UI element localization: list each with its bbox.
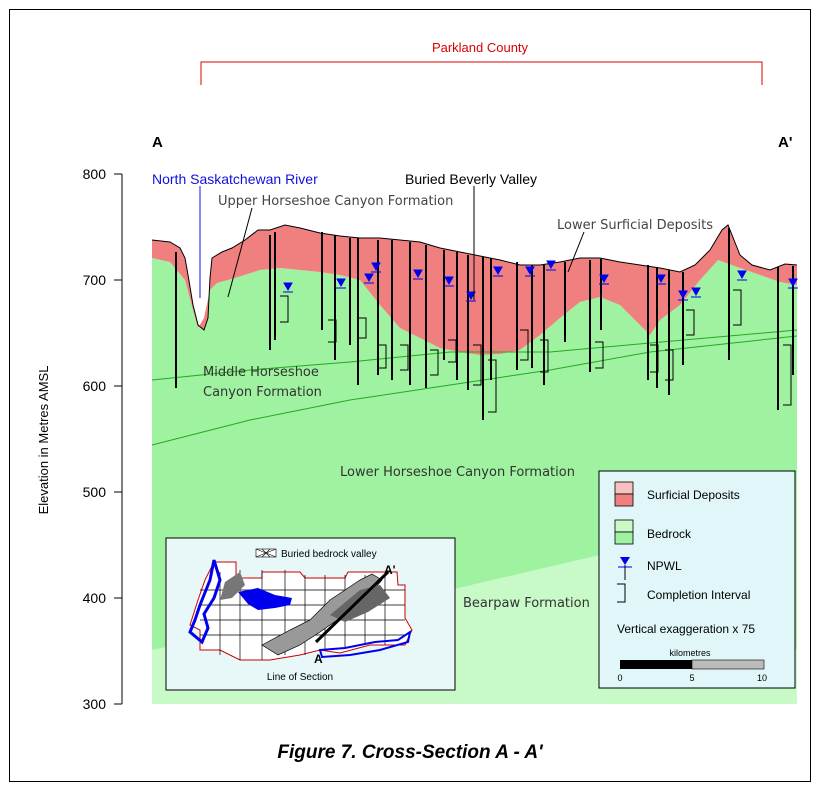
inset-county-outline [189,561,413,661]
ground-surface-line [151,224,798,331]
y-tick-label: 400 [83,590,107,606]
inset-lake [238,588,292,610]
scale-tick-label: 5 [689,673,694,683]
inset-section-line [314,570,390,644]
lower-hsc-label: Lower Horseshoe Canyon Formation [340,465,575,480]
y-ticks [114,173,122,705]
inset-caption: Line of Section [267,672,333,683]
legend-swatch-bedrock-light [614,519,634,533]
legend-bedrock-label: Bedrock [647,527,692,541]
y-tick-label: 500 [83,484,107,500]
middle-lower-contact [151,335,798,446]
scale-tick-label: 10 [757,673,767,683]
upper-hsc-label: Upper Horseshoe Canyon Formation [218,194,453,209]
legend: Surficial Deposits Bedrock NPWL Completi… [598,470,796,689]
inset-map: Buried bedrock valley A A' Line of Secti… [165,537,456,691]
inset-a-label: A [314,652,323,666]
scale-tick-label: 0 [617,673,622,683]
scale-bar-first [620,660,692,669]
legend-npwl-label: NPWL [647,559,682,573]
bearpaw-label: Bearpaw Formation [463,596,590,611]
figure-caption: Figure 7. Cross-Section A - A' [277,742,543,763]
legend-completion-label: Completion Interval [647,588,750,602]
middle-hsc-label: Middle Horseshoe [203,365,319,380]
legend-swatch-surficial-light [614,481,634,495]
middle-hsc-label: Canyon Formation [203,385,322,400]
y-tick-label: 700 [83,272,107,288]
lower-surficial-label: Lower Surficial Deposits [557,218,713,233]
legend-exaggeration: Vertical exaggeration x 75 [617,622,755,636]
npwl-markers [283,260,798,302]
inset-legend-label: Buried bedrock valley [281,549,377,560]
legend-completion-icon [617,583,626,603]
upper-middle-contact [151,329,798,381]
legend-surficial-label: Surficial Deposits [647,488,740,502]
scale-bar-second [691,659,765,670]
surficial-leader-line [567,231,585,273]
inset-river [188,559,222,645]
legend-swatch-bedrock [614,531,634,545]
inset-buried-valley [261,573,383,656]
y-tick-label: 600 [83,378,107,394]
county-label: Parkland County [432,40,529,55]
y-axis-label: Elevation in Metres AMSL [36,366,51,515]
y-tick-label: 300 [83,696,107,712]
scale-title: kilometres [669,648,711,658]
section-start-label: A [152,134,163,151]
river-label: North Saskatchewan River [152,171,318,187]
county-bracket [200,61,763,85]
legend-npwl-icon [620,557,630,565]
section-end-label: A' [778,134,792,151]
valley-label: Buried Beverly Valley [405,171,537,187]
inset-a-prime-label: A' [384,563,396,577]
upper-hsc-leader-line [227,207,253,298]
y-tick-label: 800 [83,166,107,182]
completion-intervals [280,289,792,413]
legend-swatch-surficial [614,493,634,507]
